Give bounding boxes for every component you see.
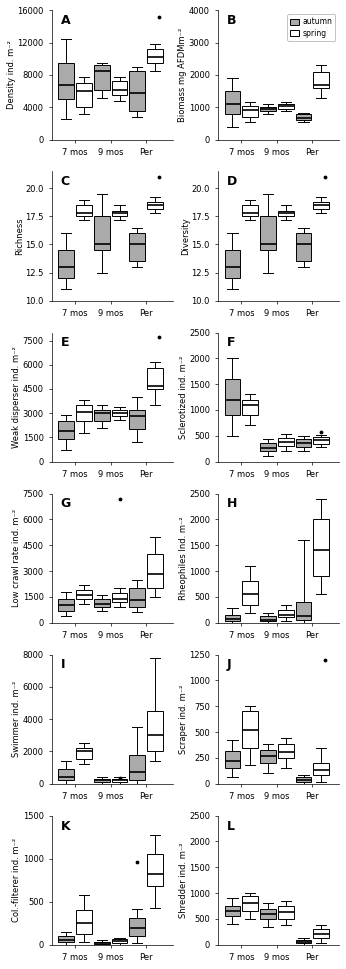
Bar [313, 929, 329, 938]
Bar [94, 410, 110, 422]
Y-axis label: Biomass mg AFDMm⁻²: Biomass mg AFDMm⁻² [179, 28, 188, 122]
Bar [243, 399, 258, 415]
Text: B: B [227, 15, 236, 27]
Bar [58, 250, 74, 278]
Bar [147, 202, 163, 208]
Bar [278, 211, 293, 216]
Bar [278, 610, 293, 617]
Bar [147, 49, 163, 63]
Bar [112, 939, 127, 943]
Text: L: L [227, 820, 235, 832]
Bar [313, 202, 329, 208]
Text: H: H [227, 497, 237, 511]
Bar [129, 918, 145, 936]
Bar [58, 936, 74, 942]
Bar [278, 438, 293, 446]
Y-axis label: Richness: Richness [15, 217, 24, 255]
Bar [58, 599, 74, 610]
Y-axis label: Sclerotized ind. m⁻²: Sclerotized ind. m⁻² [179, 356, 188, 439]
Y-axis label: Weak disperser ind. m⁻²: Weak disperser ind. m⁻² [12, 346, 21, 448]
Bar [260, 443, 276, 452]
Bar [58, 769, 74, 780]
Bar [94, 216, 110, 250]
Bar [76, 590, 92, 599]
Bar [147, 554, 163, 588]
Bar [147, 855, 163, 887]
Bar [129, 71, 145, 111]
Bar [129, 234, 145, 262]
Bar [58, 63, 74, 99]
Bar [313, 72, 329, 88]
Bar [225, 250, 240, 278]
Bar [260, 909, 276, 919]
Text: D: D [227, 175, 237, 188]
Bar [129, 410, 145, 429]
Bar [76, 910, 92, 933]
Y-axis label: Rheophiles Ind. m⁻²: Rheophiles Ind. m⁻² [179, 516, 188, 600]
Bar [296, 439, 311, 447]
Legend: autumn, spring: autumn, spring [287, 15, 335, 41]
Y-axis label: Density ind. m⁻²: Density ind. m⁻² [7, 41, 16, 109]
Text: I: I [61, 659, 65, 672]
Bar [260, 750, 276, 763]
Bar [147, 368, 163, 389]
Bar [260, 616, 276, 621]
Bar [147, 711, 163, 751]
Bar [278, 906, 293, 919]
Y-axis label: Shredder ind. m⁻²: Shredder ind. m⁻² [179, 842, 188, 918]
Bar [58, 422, 74, 439]
Text: G: G [61, 497, 71, 511]
Bar [225, 91, 240, 113]
Bar [129, 755, 145, 780]
Bar [76, 405, 92, 422]
Bar [76, 83, 92, 108]
Bar [225, 615, 240, 621]
Text: K: K [61, 820, 70, 832]
Bar [296, 777, 311, 782]
Bar [129, 588, 145, 608]
Bar [225, 751, 240, 768]
Bar [112, 593, 127, 602]
Bar [296, 602, 311, 620]
Bar [243, 895, 258, 911]
Bar [112, 81, 127, 95]
Bar [243, 711, 258, 747]
Y-axis label: Swimmer ind. m⁻²: Swimmer ind. m⁻² [12, 681, 21, 757]
Y-axis label: Col.-filterer ind. m⁻²: Col.-filterer ind. m⁻² [12, 838, 21, 922]
Bar [296, 114, 311, 120]
Bar [243, 205, 258, 216]
Bar [76, 748, 92, 760]
Bar [94, 599, 110, 608]
Text: J: J [227, 659, 231, 672]
Text: F: F [227, 336, 235, 350]
Bar [278, 104, 293, 109]
Bar [296, 234, 311, 262]
Bar [94, 779, 110, 782]
Y-axis label: Low crawl rate ind. m⁻²: Low crawl rate ind. m⁻² [12, 509, 21, 608]
Bar [313, 763, 329, 775]
Bar [76, 205, 92, 216]
Bar [225, 906, 240, 917]
Text: C: C [61, 175, 70, 188]
Bar [112, 410, 127, 417]
Bar [243, 581, 258, 605]
Bar [94, 65, 110, 89]
Bar [94, 942, 110, 944]
Bar [225, 379, 240, 415]
Y-axis label: Scraper ind. m⁻²: Scraper ind. m⁻² [179, 684, 188, 754]
Bar [313, 519, 329, 577]
Bar [260, 216, 276, 250]
Bar [112, 211, 127, 216]
Text: A: A [61, 15, 70, 27]
Y-axis label: Diversity: Diversity [181, 217, 190, 255]
Text: E: E [61, 336, 69, 350]
Bar [313, 437, 329, 444]
Bar [278, 744, 293, 758]
Bar [112, 779, 127, 782]
Bar [243, 106, 258, 117]
Bar [296, 940, 311, 943]
Bar [260, 107, 276, 111]
